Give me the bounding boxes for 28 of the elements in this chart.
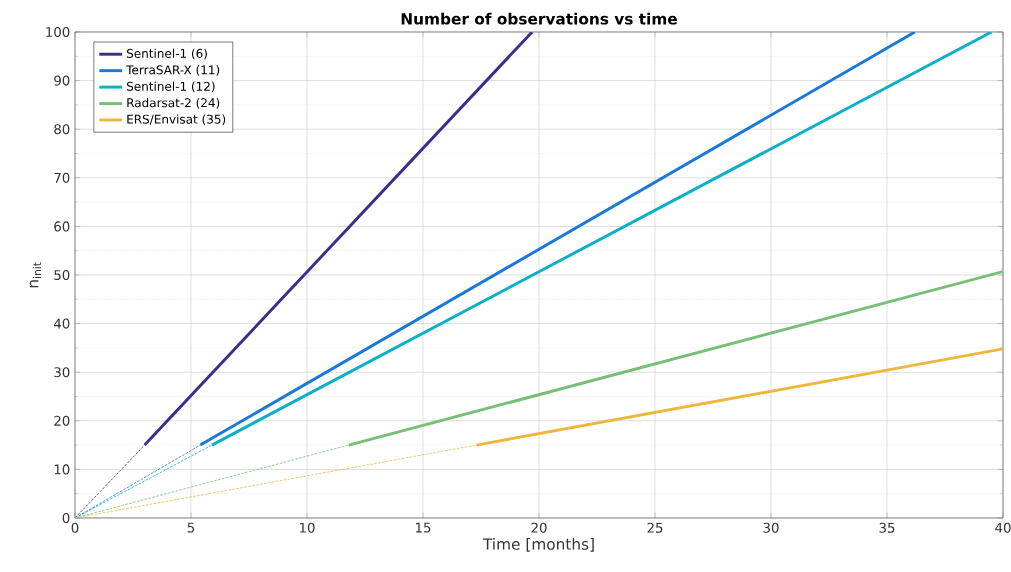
y-tick-label: 70 — [54, 172, 70, 183]
y-tick-label: 100 — [46, 26, 70, 38]
legend-label: TerraSAR-X (11) — [126, 65, 220, 76]
y-tick-label: 90 — [54, 75, 70, 86]
y-tick-label: 30 — [54, 367, 70, 378]
x-tick-label: 40 — [995, 522, 1011, 533]
legend-label: Sentinel-1 (6) — [126, 48, 207, 60]
y-tick-label: 20 — [54, 415, 70, 426]
y-tick-label: 10 — [54, 464, 70, 475]
x-tick-label: 25 — [647, 522, 663, 533]
x-tick-label: 10 — [299, 522, 315, 533]
x-tick-label: 5 — [187, 522, 195, 533]
chart-title: Number of observations vs time — [401, 12, 677, 25]
y-tick-label: 80 — [54, 124, 70, 135]
legend-label: ERS/Envisat (35) — [127, 114, 226, 126]
y-tick-label: 40 — [53, 318, 70, 329]
legend-label: Radarsat-2 (24) — [127, 97, 220, 109]
x-tick-label: 20 — [531, 522, 547, 533]
y-axis-title: n$_{init}$ — [29, 262, 42, 288]
x-axis-title: Time [months] — [482, 537, 594, 552]
y-tick-label: 0 — [62, 512, 70, 524]
x-tick-label: 15 — [415, 522, 431, 533]
x-tick-label: 30 — [763, 522, 779, 533]
x-tick-label: 0 — [71, 522, 79, 533]
y-tick-label: 50 — [54, 269, 70, 281]
y-tick-label: 60 — [54, 221, 70, 232]
x-tick-label: 35 — [879, 522, 895, 533]
legend-label: Sentinel-1 (12) — [126, 81, 215, 93]
